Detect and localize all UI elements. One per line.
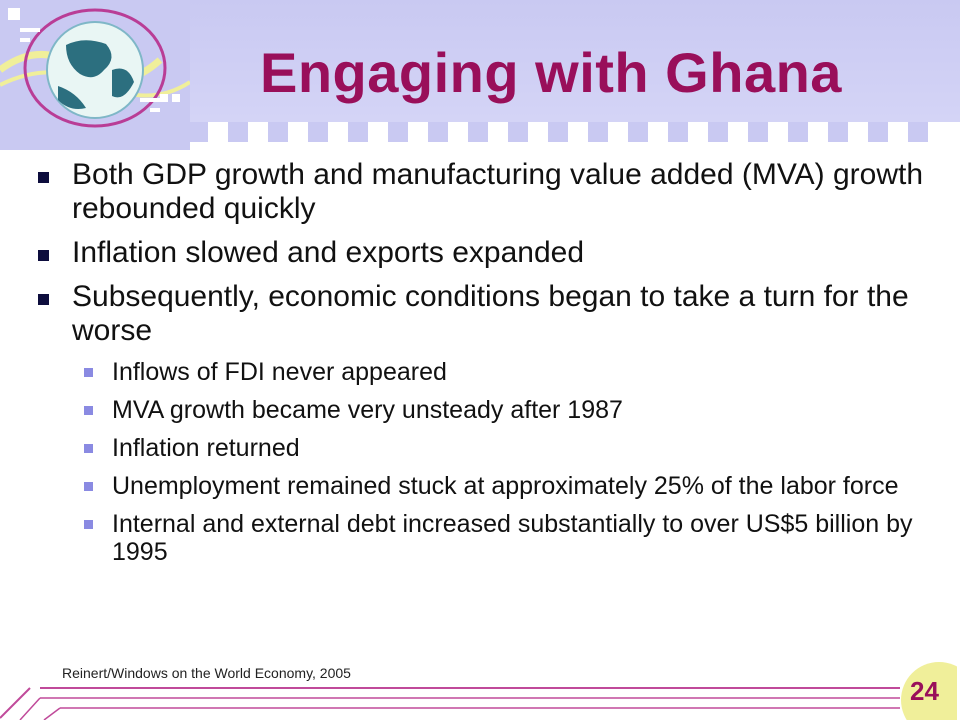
square-bullet-icon — [38, 172, 49, 183]
sub-bullet-text: MVA growth became very unsteady after 19… — [112, 396, 623, 424]
sub-bullet-item: MVA growth became very unsteady after 19… — [68, 396, 934, 424]
bullet-text: Subsequently, economic conditions began … — [72, 280, 909, 347]
footer-credit: Reinert/Windows on the World Economy, 20… — [62, 665, 351, 681]
small-square-bullet-icon — [84, 482, 93, 491]
bullet-text: Inflation slowed and exports expanded — [72, 236, 585, 269]
small-square-bullet-icon — [84, 444, 93, 453]
small-square-bullet-icon — [84, 520, 93, 529]
sub-bullet-text: Unemployment remained stuck at approxima… — [112, 472, 899, 500]
sub-bullet-text: Inflows of FDI never appeared — [112, 358, 447, 386]
footer-decorative-lines — [0, 687, 900, 720]
sub-bullet-text: Internal and external debt increased sub… — [112, 510, 913, 566]
sub-bullet-item: Unemployment remained stuck at approxima… — [68, 472, 934, 500]
bullet-item: Both GDP growth and manufacturing value … — [34, 158, 934, 226]
sub-bullet-item: Inflation returned — [68, 434, 934, 462]
slide-title: Engaging with Ghana — [260, 41, 842, 104]
square-bullet-icon — [38, 294, 49, 305]
square-bullet-icon — [38, 250, 49, 261]
page-number: 24 — [910, 676, 939, 706]
slide-content: Both GDP growth and manufacturing value … — [34, 158, 934, 576]
sub-bullet-item: Internal and external debt increased sub… — [68, 510, 934, 566]
sub-bullet-text: Inflation returned — [112, 434, 300, 462]
sub-bullet-item: Inflows of FDI never appeared — [68, 358, 934, 386]
sub-bullet-list: Inflows of FDI never appeared MVA growth… — [34, 358, 934, 566]
bullet-text: Both GDP growth and manufacturing value … — [72, 158, 924, 225]
bullet-item: Inflation slowed and exports expanded — [34, 236, 934, 270]
header-decoration-squares — [188, 122, 960, 142]
bullet-item: Subsequently, economic conditions began … — [34, 280, 934, 348]
small-square-bullet-icon — [84, 406, 93, 415]
small-square-bullet-icon — [84, 368, 93, 377]
page-number-badge — [901, 662, 957, 720]
globe-icon — [0, 0, 190, 150]
